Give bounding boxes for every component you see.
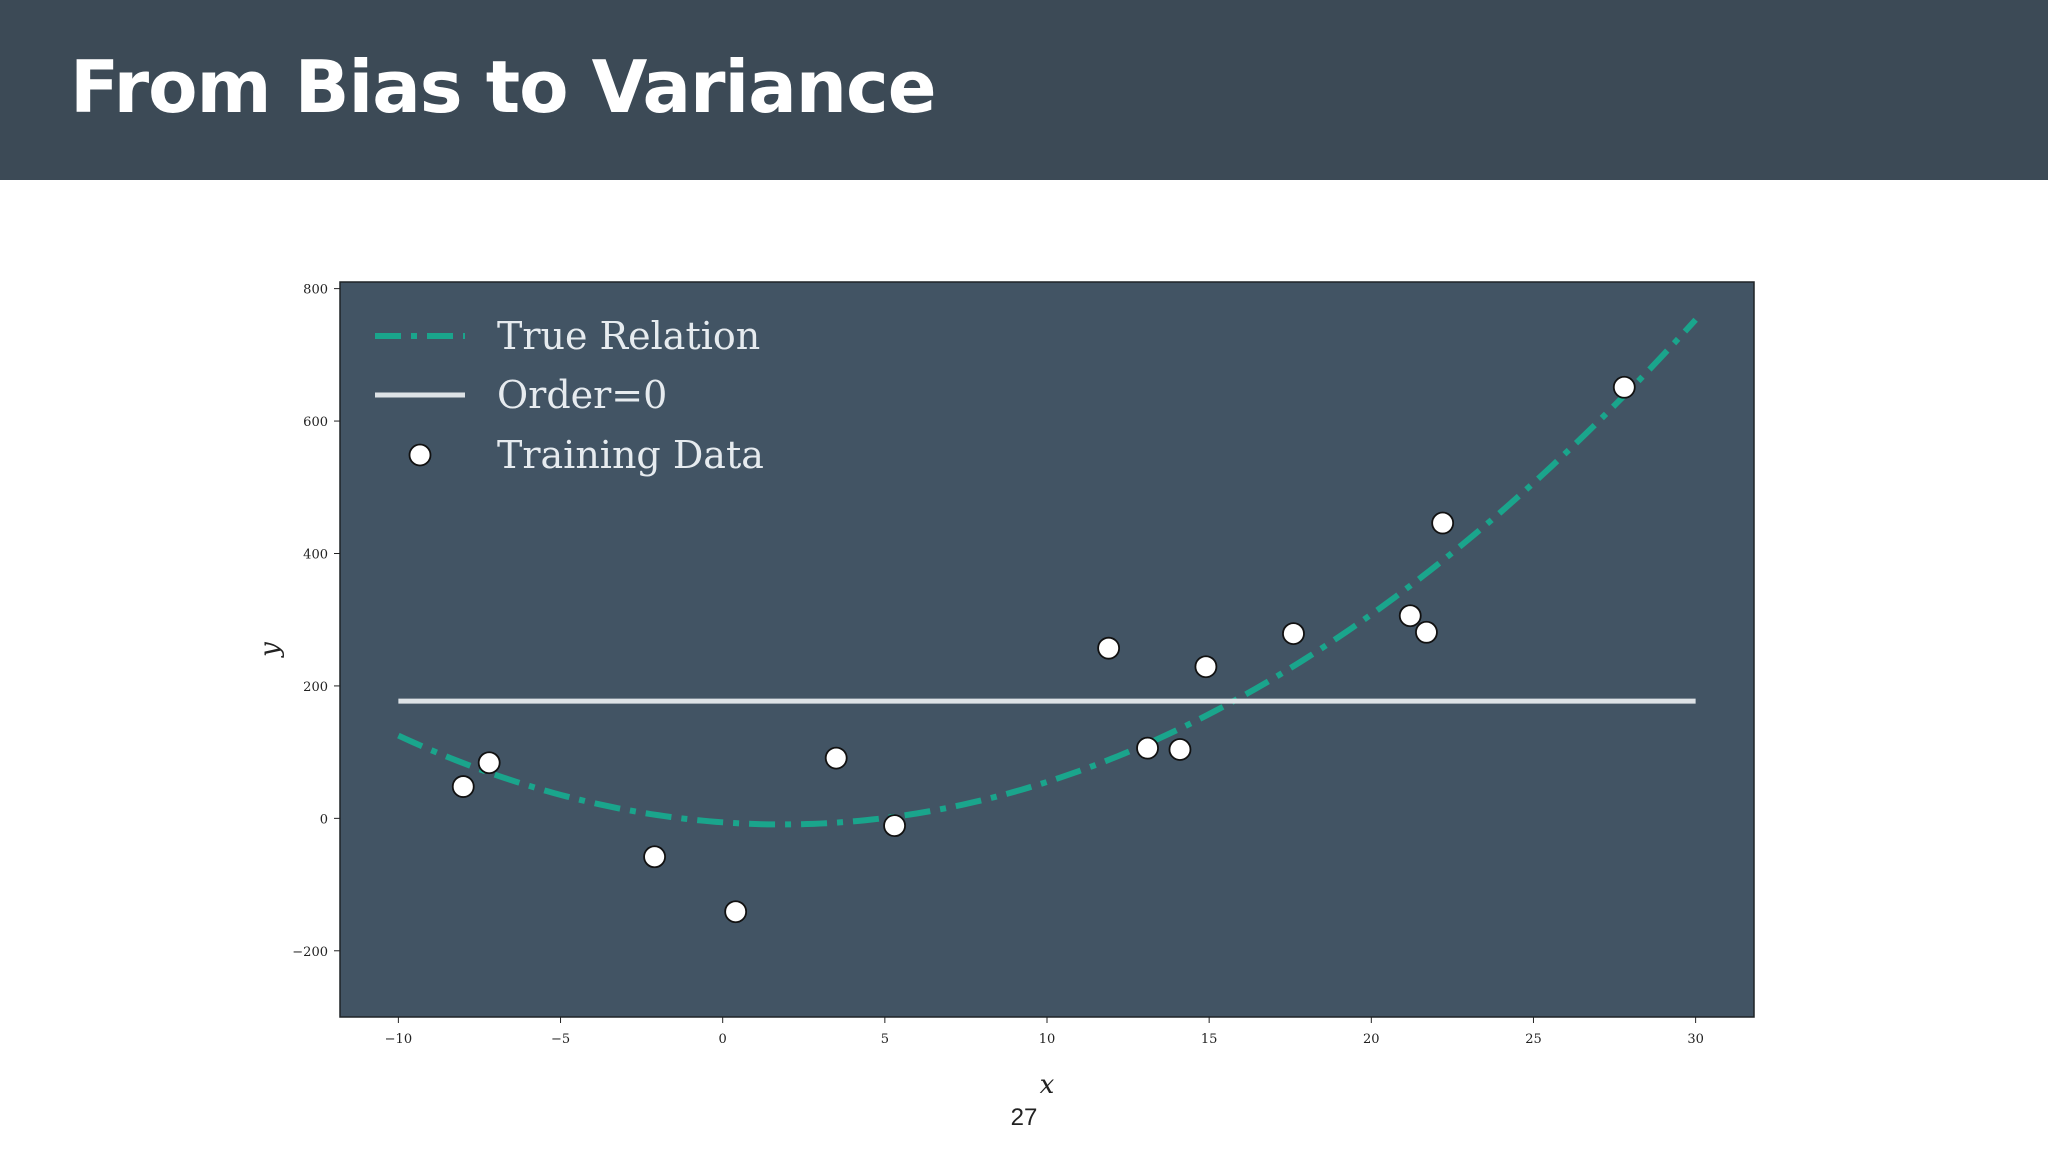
training-point (643, 845, 666, 869)
x-tick-label: 25 (1525, 1032, 1542, 1047)
x-tick-label: −10 (385, 1032, 412, 1047)
plot-area (339, 281, 1755, 1018)
training-point (1282, 622, 1305, 646)
x-tick-label: 15 (1201, 1032, 1218, 1047)
training-point (1398, 604, 1422, 628)
training-point (477, 751, 501, 775)
training-point (1097, 636, 1121, 660)
x-axis-label: x (1040, 1070, 1055, 1100)
training-point (451, 775, 475, 798)
legend-label: Order=0 (497, 373, 667, 417)
legend-label: True Relation (497, 314, 760, 358)
x-tick-label: −5 (551, 1032, 570, 1047)
true-relation-curve (397, 317, 1698, 828)
training-point (1431, 511, 1455, 535)
page-number: 27 (1010, 1104, 1038, 1131)
y-tick-label: 0 (320, 812, 328, 827)
x-axis: −10 −5 0 5 10 15 20 25 30 (385, 1017, 1704, 1047)
slide-header: From Bias to Variance (0, 0, 2048, 180)
x-tick-label: 30 (1687, 1032, 1704, 1047)
training-point (1168, 738, 1192, 761)
slide-title: From Bias to Variance (70, 45, 937, 129)
y-tick-label: 800 (303, 283, 328, 298)
training-point (1612, 375, 1636, 399)
legend-training-data-swatch (408, 443, 432, 467)
training-point (1415, 620, 1438, 644)
legend-label: Training Data (497, 433, 764, 477)
training-points (451, 375, 1636, 924)
y-tick-label: 400 (303, 547, 328, 562)
legend: True Relation Order=0 Training Data (375, 314, 764, 477)
training-point (824, 746, 848, 770)
x-tick-label: 0 (719, 1032, 727, 1047)
x-tick-label: 5 (881, 1032, 889, 1047)
x-tick-label: 10 (1039, 1032, 1056, 1047)
training-point (1194, 655, 1218, 679)
y-tick-label: 200 (303, 680, 328, 695)
y-tick-label: 600 (303, 415, 328, 430)
y-axis-label: y (255, 642, 285, 658)
training-point (883, 814, 906, 838)
training-point (724, 900, 748, 924)
y-tick-label: −200 (292, 945, 328, 960)
training-point (1136, 736, 1159, 760)
y-axis: −200 0 200 400 600 800 (292, 283, 340, 960)
plot-series (397, 317, 1698, 828)
x-tick-label: 20 (1363, 1032, 1380, 1047)
